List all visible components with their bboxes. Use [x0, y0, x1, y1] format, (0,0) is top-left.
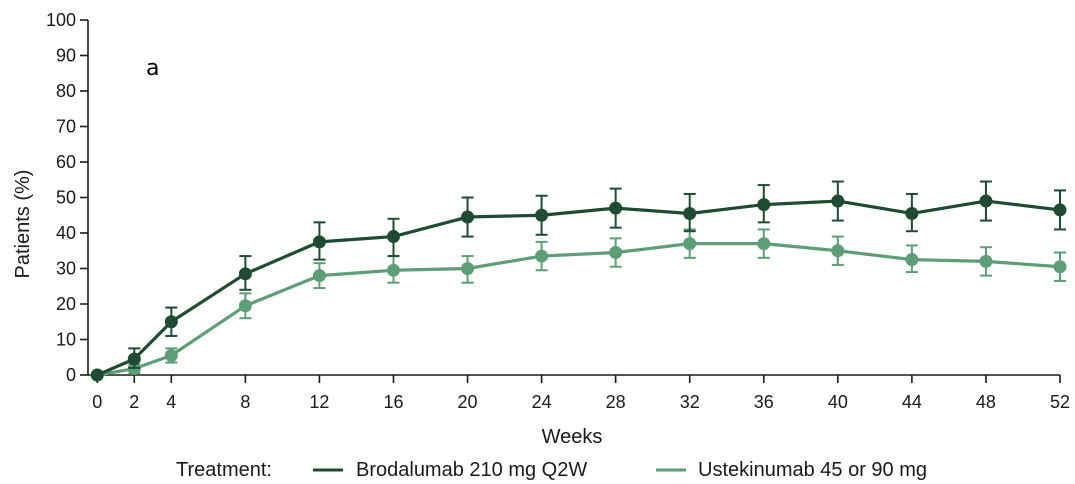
x-tick-label: 36 [754, 392, 774, 412]
data-point [461, 262, 475, 275]
data-point [164, 315, 178, 329]
x-tick-label: 4 [166, 392, 176, 412]
x-tick-label: 12 [309, 392, 329, 412]
x-axis-title: Weeks [542, 426, 603, 448]
y-tick-label: 20 [56, 294, 76, 314]
data-point [905, 253, 919, 267]
legend-title: Treatment: [176, 459, 272, 481]
legend-label-ustekinumab: Ustekinumab 45 or 90 mg [698, 459, 927, 481]
data-point [609, 201, 623, 215]
data-point [831, 244, 845, 258]
data-point [905, 206, 919, 220]
data-point [757, 198, 771, 212]
data-point [757, 237, 771, 251]
x-tick-label: 28 [606, 392, 626, 412]
legend: Treatment: Brodalumab 210 mg Q2W Ustekin… [176, 459, 927, 481]
x-tick-label: 2 [129, 392, 139, 412]
x-axis: 0 2 4 8 12 16 20 24 28 32 36 40 44 48 52 [88, 374, 1070, 412]
data-point [979, 194, 993, 208]
data-point [386, 263, 400, 277]
data-point [312, 235, 326, 249]
x-tick-label: 16 [383, 392, 403, 412]
data-point [90, 368, 104, 382]
data-point [1053, 260, 1067, 274]
data-point [461, 210, 475, 224]
series-1 [90, 228, 1067, 382]
y-tick-label: 10 [56, 330, 76, 350]
data-point [127, 352, 141, 366]
data-point [831, 194, 845, 208]
series-0 [90, 180, 1067, 382]
x-tick-label: 24 [532, 392, 552, 412]
x-tick-label: 0 [92, 392, 102, 412]
data-point [609, 246, 623, 260]
data-point [535, 249, 549, 263]
data-point [683, 237, 697, 251]
x-tick-label: 32 [680, 392, 700, 412]
y-axis-title: Patients (%) [12, 170, 34, 279]
x-tick-label: 44 [902, 392, 922, 412]
data-point [683, 206, 697, 220]
y-axis: 0 10 20 30 40 50 60 70 80 90 100 [46, 10, 89, 385]
x-tick-label: 52 [1050, 392, 1070, 412]
y-tick-label: 30 [56, 259, 76, 279]
x-tick-label: 20 [458, 392, 478, 412]
y-tick-label: 40 [56, 223, 76, 243]
y-tick-label: 0 [66, 365, 76, 385]
panel-label: a [146, 56, 159, 81]
data-point [535, 208, 549, 222]
data-point [164, 348, 178, 362]
y-tick-label: 70 [56, 117, 76, 137]
series-line [96, 199, 1061, 377]
data-point [238, 299, 252, 313]
data-point [1053, 203, 1067, 217]
legend-label-brodalumab: Brodalumab 210 mg Q2W [356, 459, 587, 481]
y-tick-label: 50 [56, 188, 76, 208]
y-tick-label: 100 [46, 10, 76, 30]
x-tick-label: 8 [240, 392, 250, 412]
y-tick-label: 90 [56, 46, 76, 66]
x-tick-label: 48 [976, 392, 996, 412]
data-point [979, 254, 993, 268]
x-tick-label: 40 [828, 392, 848, 412]
series-layer [90, 180, 1067, 382]
y-tick-label: 80 [56, 81, 76, 101]
data-point [386, 230, 400, 244]
y-tick-label: 60 [56, 152, 76, 172]
data-point [238, 267, 252, 281]
data-point [312, 269, 326, 283]
